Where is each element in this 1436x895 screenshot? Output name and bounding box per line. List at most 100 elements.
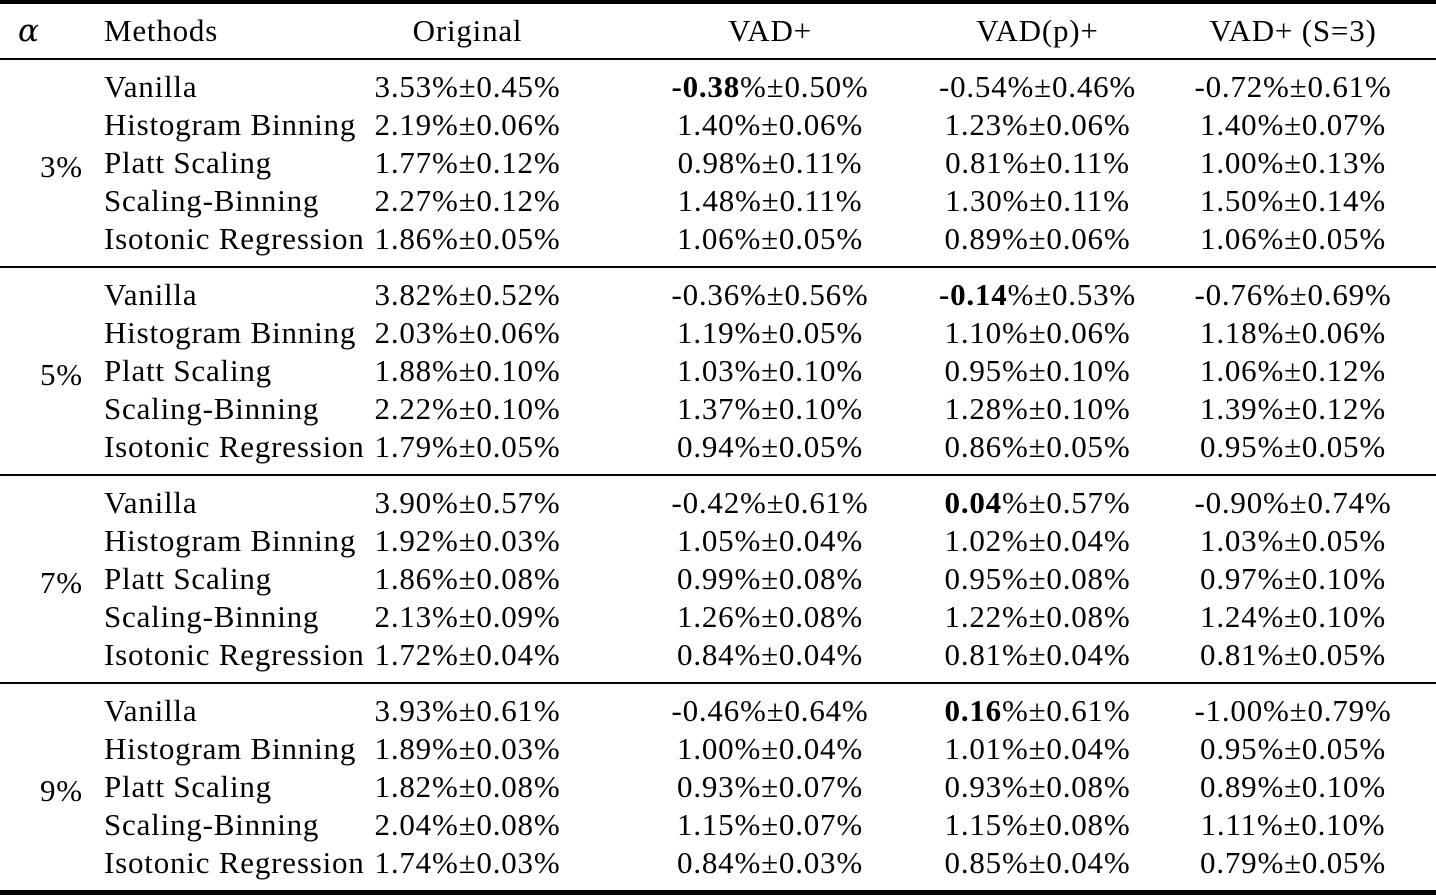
table-row: Scaling-Binning 2.27%±0.12% 1.48%±0.11% 1.3… <box>0 182 1436 220</box>
value-cell: 0.81%±0.04% <box>944 637 1131 672</box>
value-cell: 0.95%±0.05% <box>1200 731 1386 766</box>
value-cell: 0.94%±0.05% <box>677 429 863 464</box>
value-cell: 3.90%±0.57% <box>374 485 561 520</box>
value-cell: 0.93%±0.07% <box>677 769 863 804</box>
value-cell: 1.28%±0.10% <box>944 391 1131 426</box>
value-cell: 0.81%±0.05% <box>1200 637 1386 672</box>
table-header-row: α Methods Original VAD+ VAD(p)+ VAD+ (S=… <box>0 2 1436 60</box>
value-cell: 0.84%±0.04% <box>677 637 863 672</box>
value-cell: 1.82%±0.08% <box>374 769 561 804</box>
value-cell: 1.18%±0.06% <box>1200 315 1386 350</box>
value-cell: 1.26%±0.08% <box>677 599 863 634</box>
best-value-bold: -0.38 <box>671 69 741 104</box>
method-name: Vanilla <box>104 693 198 728</box>
value-cell: 2.13%±0.09% <box>374 599 561 634</box>
value-cell: -0.38%±0.50% <box>671 69 869 104</box>
value-cell: 1.50%±0.14% <box>1200 183 1386 218</box>
method-name: Isotonic Regression <box>104 845 365 880</box>
value-cell: 1.06%±0.05% <box>1200 221 1386 256</box>
value-cell: 1.00%±0.13% <box>1200 145 1386 180</box>
value-cell: 0.86%±0.05% <box>944 429 1131 464</box>
col-header-alpha: α <box>0 2 88 60</box>
alpha-group: 5% Vanilla 3.82%±0.52% -0.36%±0.56% -0.14%±0… <box>0 267 1436 475</box>
value-cell: 0.95%±0.08% <box>944 561 1131 596</box>
method-name: Scaling-Binning <box>104 599 320 634</box>
value-cell: 0.99%±0.08% <box>677 561 863 596</box>
value-cell: 0.16%±0.61% <box>944 693 1131 728</box>
table-row: Scaling-Binning 2.13%±0.09% 1.26%±0.08% 1.2… <box>0 598 1436 636</box>
value-cell: 1.86%±0.05% <box>374 221 561 256</box>
table-row: Isotonic Regression 1.86%±0.05% 1.06%±0.05… <box>0 220 1436 267</box>
value-cell: 0.95%±0.10% <box>944 353 1131 388</box>
value-cell: -0.46%±0.64% <box>671 693 869 728</box>
best-value-bold: -0.14 <box>938 277 1008 312</box>
method-name: Histogram Binning <box>104 523 357 558</box>
alpha-group-label: 3% <box>40 149 83 184</box>
value-cell: -0.36%±0.56% <box>671 277 869 312</box>
table-row: Histogram Binning 1.92%±0.03% 1.05%±0.04% 1… <box>0 522 1436 560</box>
method-name: Histogram Binning <box>104 731 357 766</box>
col-header-methods: Methods <box>88 2 320 60</box>
value-cell: 0.85%±0.04% <box>944 845 1131 880</box>
value-cell: 3.93%±0.61% <box>374 693 561 728</box>
table-row: Histogram Binning 2.03%±0.06% 1.19%±0.05% 1… <box>0 314 1436 352</box>
value-cell: 1.06%±0.05% <box>677 221 863 256</box>
value-cell: 1.74%±0.03% <box>374 845 561 880</box>
value-cell: 1.40%±0.07% <box>1200 107 1386 142</box>
table-row: Platt Scaling 1.88%±0.10% 1.03%±0.10% 0.95%… <box>0 352 1436 390</box>
value-cell: 1.86%±0.08% <box>374 561 561 596</box>
value-cell: 1.22%±0.08% <box>944 599 1131 634</box>
table-row: Histogram Binning 2.19%±0.06% 1.40%±0.06% 1… <box>0 106 1436 144</box>
method-name: Platt Scaling <box>104 769 272 804</box>
value-cell: 2.04%±0.08% <box>374 807 561 842</box>
value-cell: -0.90%±0.74% <box>1194 485 1392 520</box>
value-cell: 2.27%±0.12% <box>374 183 561 218</box>
value-cell: 0.98%±0.11% <box>677 145 863 180</box>
value-cell: 1.30%±0.11% <box>945 183 1130 218</box>
method-name: Scaling-Binning <box>104 391 320 426</box>
method-name: Histogram Binning <box>104 107 357 142</box>
value-cell: 0.79%±0.05% <box>1200 845 1386 880</box>
value-cell: 0.97%±0.10% <box>1200 561 1386 596</box>
method-name: Vanilla <box>104 485 198 520</box>
value-cell: 0.93%±0.08% <box>944 769 1131 804</box>
col-header-vad-p-plus: VAD(p)+ <box>925 2 1150 60</box>
table-row: 3% Vanilla 3.53%±0.45% -0.38%±0.50% -0.54%±0… <box>0 59 1436 184</box>
value-cell: 1.77%±0.12% <box>374 145 561 180</box>
alpha-group-label: 7% <box>40 565 83 600</box>
table-row: 7% Vanilla 3.90%±0.57% -0.42%±0.61% 0.04%±0.… <box>0 475 1436 600</box>
alpha-group-label: 9% <box>40 773 83 808</box>
method-name: Vanilla <box>104 277 198 312</box>
alpha-group: 9% Vanilla 3.93%±0.61% -0.46%±0.64% 0.16%±0.… <box>0 683 1436 893</box>
table-row: Histogram Binning 1.89%±0.03% 1.00%±0.04% 1… <box>0 730 1436 768</box>
value-cell: 1.40%±0.06% <box>677 107 863 142</box>
value-cell: 1.88%±0.10% <box>374 353 561 388</box>
value-cell: 2.19%±0.06% <box>374 107 561 142</box>
value-cell: 1.05%±0.04% <box>677 523 863 558</box>
value-cell: 0.04%±0.57% <box>944 485 1131 520</box>
table-row: Isotonic Regression 1.74%±0.03% 0.84%±0.03… <box>0 844 1436 893</box>
method-name: Isotonic Regression <box>104 429 365 464</box>
method-name: Isotonic Regression <box>104 637 365 672</box>
value-cell: 0.89%±0.06% <box>944 221 1131 256</box>
table-row: Scaling-Binning 2.04%±0.08% 1.15%±0.07% 1.1… <box>0 806 1436 844</box>
value-cell: 1.89%±0.03% <box>374 731 561 766</box>
value-cell: 0.89%±0.10% <box>1200 769 1386 804</box>
col-header-vad-plus-s3: VAD+ (S=3) <box>1150 2 1436 60</box>
value-cell: 1.10%±0.06% <box>944 315 1131 350</box>
value-cell: 1.48%±0.11% <box>677 183 863 218</box>
value-cell: 1.03%±0.05% <box>1200 523 1386 558</box>
value-cell: -1.00%±0.79% <box>1194 693 1392 728</box>
table-row: Scaling-Binning 2.22%±0.10% 1.37%±0.10% 1.2… <box>0 390 1436 428</box>
value-cell: 1.03%±0.10% <box>677 353 863 388</box>
table-row: 5% Vanilla 3.82%±0.52% -0.36%±0.56% -0.14%±0… <box>0 267 1436 392</box>
method-name: Platt Scaling <box>104 561 272 596</box>
value-cell: 1.39%±0.12% <box>1200 391 1386 426</box>
value-cell: 2.03%±0.06% <box>374 315 561 350</box>
method-name: Platt Scaling <box>104 145 272 180</box>
value-cell: 1.79%±0.05% <box>374 429 561 464</box>
value-cell: 1.01%±0.04% <box>944 731 1131 766</box>
value-cell: 1.00%±0.04% <box>677 731 863 766</box>
table-row: Platt Scaling 1.82%±0.08% 0.93%±0.07% 0.93%… <box>0 768 1436 806</box>
